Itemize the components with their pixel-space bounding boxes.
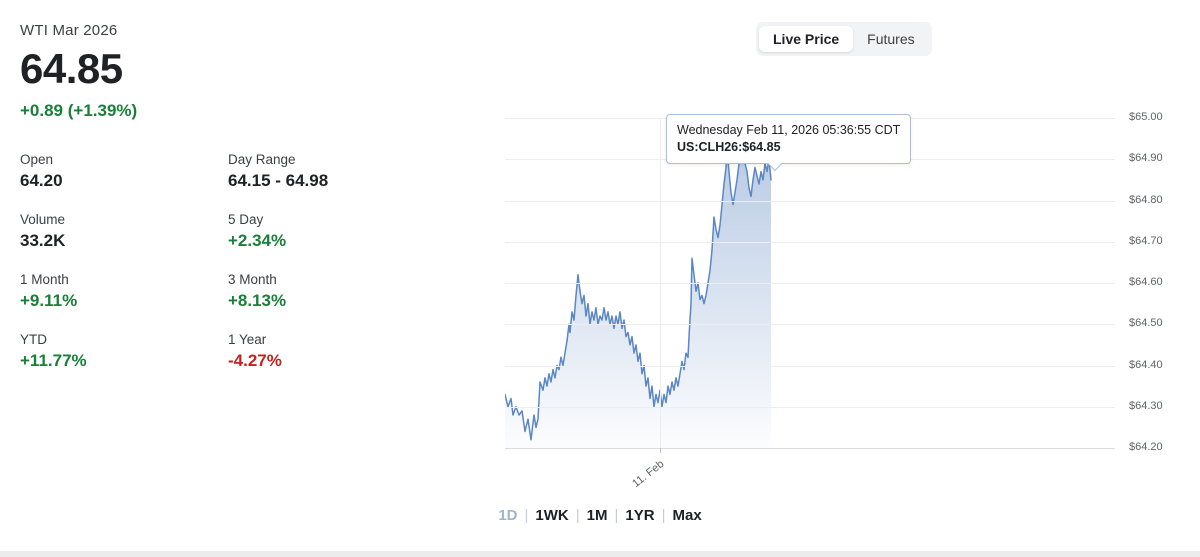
range-option-max[interactable]: Max — [672, 507, 702, 524]
gridline — [505, 200, 1115, 202]
range-separator: | — [614, 507, 619, 524]
stat-volume: Volume 33.2K — [20, 212, 228, 272]
stat-label: Day Range — [228, 152, 296, 167]
toggle-futures[interactable]: Futures — [853, 26, 928, 52]
tooltip-symbol-price: US:CLH26:$64.85 — [677, 140, 781, 154]
stat-open: Open 64.20 — [20, 152, 228, 212]
current-price: 64.85 — [20, 45, 123, 92]
stat-value: 64.15 - 64.98 — [228, 171, 329, 190]
stat-1-year: 1 Year -4.27% — [228, 332, 328, 392]
range-option-1m[interactable]: 1M — [586, 507, 608, 524]
stat-label: YTD — [20, 332, 47, 347]
stat-5-day: 5 Day +2.34% — [228, 212, 328, 272]
symbol-title: WTI Mar 2026 — [20, 22, 118, 39]
stat-label: Open — [20, 152, 54, 167]
range-separator: | — [575, 507, 580, 524]
stat-value: 33.2K — [20, 231, 66, 250]
stat-label: 1 Year — [228, 332, 267, 347]
y-axis-label: $64.50 — [1129, 317, 1163, 330]
price-change: +0.89 (+1.39%) — [20, 101, 138, 120]
gridline — [505, 241, 1115, 243]
stat-value: +9.11% — [20, 291, 78, 310]
toggle-live-price[interactable]: Live Price — [759, 26, 854, 52]
stat-label: 3 Month — [228, 272, 277, 287]
range-separator: | — [661, 507, 666, 524]
price-chart[interactable]: Wednesday Feb 11, 2026 05:36:55 CDT US:C… — [505, 111, 1163, 490]
stats-grid: Open 64.20 Day Range 64.15 - 64.98 Volume 33.… — [20, 152, 328, 392]
y-axis-label: $64.40 — [1129, 358, 1163, 371]
quote-header: WTI Mar 2026 64.85 +0.89 (+1.39%) — [20, 22, 137, 121]
gridline — [505, 406, 1115, 408]
chart-tooltip: Wednesday Feb 11, 2026 05:36:55 CDT US:C… — [666, 114, 912, 172]
range-selector: 1D | 1WK | 1M | 1YR | Max — [0, 507, 1200, 524]
gridline — [505, 448, 1115, 449]
x-axis-tick — [659, 448, 661, 453]
range-option-1d[interactable]: 1D — [498, 507, 518, 524]
tooltip-datetime: Wednesday Feb 11, 2026 05:36:55 CDT — [677, 123, 901, 137]
range-option-1wk[interactable]: 1WK — [535, 507, 569, 524]
stat-value: 64.20 — [20, 171, 63, 190]
stat-value: +11.77% — [20, 351, 87, 370]
gridline — [505, 324, 1115, 326]
range-option-1yr[interactable]: 1YR — [625, 507, 655, 524]
bottom-divider — [0, 551, 1200, 557]
gridline — [505, 283, 1115, 284]
stat-1-month: 1 Month +9.11% — [20, 272, 228, 332]
date-gridline — [659, 118, 661, 448]
stat-day-range: Day Range 64.15 - 64.98 — [228, 152, 328, 212]
stat-label: 1 Month — [20, 272, 69, 287]
range-separator: | — [524, 507, 529, 524]
y-axis-label: $64.80 — [1129, 193, 1163, 206]
price-area-fill — [505, 138, 771, 448]
stat-label: 5 Day — [228, 212, 264, 227]
gridline — [505, 365, 1115, 367]
stat-3-month: 3 Month +8.13% — [228, 272, 328, 332]
y-axis-label: $64.60 — [1129, 276, 1163, 288]
y-axis-label: $65.00 — [1129, 111, 1163, 123]
y-axis-label: $64.30 — [1129, 399, 1163, 412]
stat-value: +8.13% — [228, 291, 287, 310]
y-axis-label: $64.90 — [1129, 152, 1163, 165]
stat-value: -4.27% — [228, 351, 282, 370]
y-axis-label: $64.20 — [1129, 441, 1163, 453]
price-type-toggle: Live Price Futures — [756, 22, 932, 56]
stat-value: +2.34% — [228, 231, 287, 250]
stat-ytd: YTD +11.77% — [20, 332, 228, 392]
stat-label: Volume — [20, 212, 66, 227]
x-axis-label: 11. Feb — [630, 458, 667, 490]
y-axis-label: $64.70 — [1129, 234, 1163, 247]
